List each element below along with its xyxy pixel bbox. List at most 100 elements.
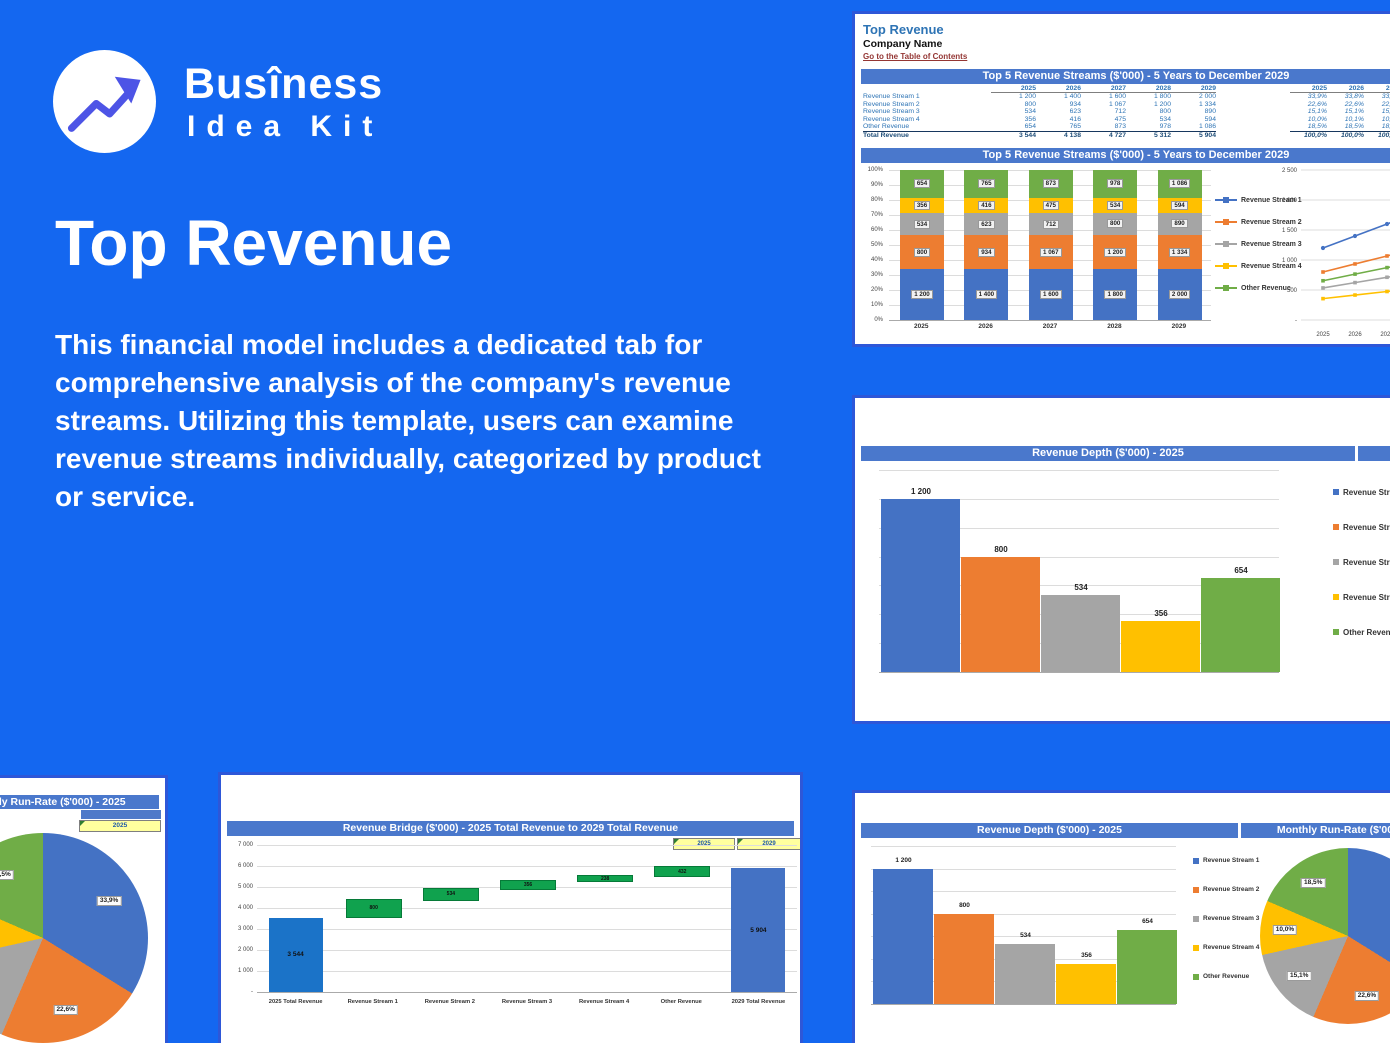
segment-value-label: 356	[913, 200, 931, 210]
grid-line	[871, 891, 1176, 893]
value-cell: 1 800	[1153, 93, 1171, 101]
bar-segment: 800	[900, 235, 944, 270]
grid-line	[871, 868, 1176, 870]
legend-label: Revenue Stream 3	[1241, 240, 1302, 248]
segment-value-label: 1 086	[1168, 179, 1191, 189]
svg-text:500: 500	[1287, 288, 1298, 294]
sheet-title: Top Revenue	[863, 22, 944, 37]
stacked-bar: 873 475 712 1 067 1 600	[1028, 170, 1073, 320]
table-header-row: 202520262027202820292025202620272028	[863, 84, 1390, 93]
legend-marker	[1193, 916, 1199, 922]
value-cell: 890	[1204, 108, 1216, 116]
revenue-bridge-panel: Revenue Bridge ($'000) - 2025 Total Reve…	[218, 772, 803, 1043]
total-pct-cell: 100,0%	[1290, 131, 1327, 139]
x-tick-label: 2027	[1042, 323, 1058, 330]
stacked-chart-y-axis: 100% 90% 80% 70% 60% 50% 40% 30% 20% 10% 0%	[859, 167, 885, 323]
bar-segment: 416	[964, 197, 1009, 213]
grid-line	[871, 1004, 1176, 1005]
y-tick-label: 4 000	[237, 905, 253, 911]
from-year-selector-dropdown[interactable]: 2025	[673, 838, 735, 850]
bar	[1201, 577, 1280, 672]
depth-chart-legend-small: Revenue Stream 1 Revenue Stream 2 Revenue …	[1193, 857, 1259, 1002]
grid-line	[879, 556, 1279, 558]
bar-segment: 356	[900, 197, 944, 213]
grid-line	[879, 672, 1279, 673]
legend-marker	[1333, 489, 1339, 495]
legend-marker	[1223, 285, 1229, 291]
value-cell: 416	[1069, 115, 1081, 123]
table-row: Revenue Stream 2 800 934 1 067 1 200 1 334 22,…	[863, 101, 1390, 109]
bar-segment: 800	[1093, 212, 1138, 236]
bar-value-label: 356	[1081, 951, 1092, 959]
depth-bar-chart: 1 200 800 534 356 654	[879, 470, 1280, 673]
stacked-bar: 654 356 534 800 1 200	[900, 170, 944, 320]
pct-cell: 33,8%	[1344, 93, 1364, 101]
revenue-streams-table: 202520262027202820292025202620272028 Reve…	[863, 84, 1390, 140]
legend-item: Revenue Stream 3	[1215, 240, 1302, 248]
svg-text:2026: 2026	[1348, 332, 1362, 338]
bar	[1117, 930, 1177, 1004]
x-tick-label: 2026	[978, 323, 993, 330]
year-selector-header-cell	[81, 810, 161, 819]
grid-line	[879, 498, 1279, 500]
pct-cell: 15,1%	[1307, 108, 1327, 116]
segment-value-label: 1 200	[1104, 247, 1126, 257]
legend-item: Revenue Stream 1	[1333, 488, 1390, 497]
legend-label: Revenue Stream 2	[1343, 523, 1390, 532]
legend-marker	[1193, 974, 1199, 980]
waterfall-bar: 238	[577, 875, 634, 883]
value-cell: 1 400	[1063, 93, 1081, 101]
value-cell: 978	[1159, 123, 1171, 131]
bar-segment: 1 600	[1028, 269, 1073, 320]
waterfall-bar: 356	[500, 880, 556, 890]
legend-label: Revenue Stream 1	[1203, 857, 1260, 864]
pie-slice-label: 33,9%	[96, 896, 122, 907]
value-cell: 1 200	[1153, 100, 1171, 108]
bar-segment: 594	[1157, 197, 1202, 213]
pie-slice-label: 18,5%	[1301, 878, 1326, 889]
legend-label: Revenue Stream 3	[1203, 915, 1260, 922]
bar-segment: 765	[964, 170, 1009, 198]
legend-item: Revenue Stream 3	[1193, 915, 1259, 922]
table-of-contents-link[interactable]: Go to the Table of Contents	[863, 52, 968, 61]
waterfall-bar: 534	[422, 887, 479, 901]
legend-marker	[1193, 945, 1199, 951]
legend-label: Other Revenue	[1343, 628, 1390, 637]
svg-text:-: -	[1295, 318, 1297, 324]
year-column-header: 2029	[1171, 85, 1216, 93]
to-year-selector-dropdown[interactable]: 2029	[737, 838, 800, 850]
bar-segment: 1 800	[1093, 269, 1138, 320]
legend-label: Revenue Stream 1	[1343, 488, 1390, 497]
value-cell: 534	[1024, 108, 1036, 116]
segment-value-label: 475	[1042, 200, 1059, 210]
x-category-label: Other Revenue	[660, 999, 702, 1005]
year-selector-dropdown[interactable]: 2025	[79, 820, 161, 832]
bar-segment: 623	[964, 212, 1009, 236]
legend-label: Revenue Stream 3	[1343, 558, 1390, 567]
table-row: Other Revenue 654 765 873 978 1 086 18,5% 18,5%…	[863, 123, 1390, 131]
grid-line	[257, 908, 797, 909]
pie-slice-label: 22,6%	[53, 1005, 78, 1016]
depth-chart-legend: Revenue Stream 1 Revenue Stream 2 Revenue …	[1333, 488, 1390, 663]
value-cell: 534	[1159, 115, 1171, 123]
bar	[1056, 963, 1116, 1004]
grid-line	[257, 992, 797, 993]
segment-value-label: 1 800	[1104, 290, 1126, 300]
segment-value-label: 416	[978, 200, 995, 210]
segment-value-label: 873	[1042, 179, 1059, 189]
brand-logo	[53, 50, 156, 153]
legend-item: Other Revenue	[1333, 628, 1390, 637]
segment-value-label: 934	[978, 247, 995, 257]
legend-marker	[1223, 263, 1229, 269]
revenue-depth-panel: Revenue Depth ($'000) - 2025 1 200 800 534…	[852, 395, 1390, 724]
segment-value-label: 800	[1107, 219, 1124, 229]
y-tick-label: 1 000	[237, 968, 253, 974]
depth-and-run-rate-panel: Revenue Depth ($'000) - 2025 Monthly Run…	[852, 790, 1390, 1043]
x-category-label: Revenue Stream 2	[424, 999, 475, 1005]
trend-arrow-icon	[67, 76, 141, 132]
legend-label: Revenue Stream 2	[1203, 886, 1260, 893]
value-cell: 654	[1024, 123, 1036, 131]
svg-text:1 500: 1 500	[1282, 228, 1298, 234]
segment-value-label: 978	[1107, 179, 1124, 189]
bar-segment: 2 000	[1157, 269, 1202, 320]
